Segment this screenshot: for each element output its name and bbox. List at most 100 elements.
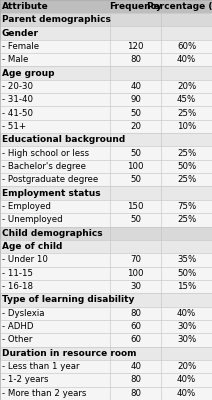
Text: 30: 30 <box>130 282 141 291</box>
Text: 30%: 30% <box>177 336 196 344</box>
Bar <box>0 120 212 133</box>
Bar <box>0 160 212 173</box>
Text: 40%: 40% <box>177 55 196 64</box>
Text: - ADHD: - ADHD <box>2 322 33 331</box>
Text: - High school or less: - High school or less <box>2 149 89 158</box>
Bar <box>0 173 212 186</box>
Text: 35%: 35% <box>177 255 196 264</box>
Bar <box>110 0 161 13</box>
Text: 20: 20 <box>130 122 141 131</box>
Bar <box>0 66 212 80</box>
Text: 60: 60 <box>130 336 141 344</box>
Text: 80: 80 <box>130 376 141 384</box>
Text: Educational background: Educational background <box>2 135 125 144</box>
Text: 45%: 45% <box>177 95 196 104</box>
Text: - Dyslexia: - Dyslexia <box>2 309 45 318</box>
Text: - Other: - Other <box>2 336 32 344</box>
Text: 50%: 50% <box>177 162 196 171</box>
Text: 40%: 40% <box>177 376 196 384</box>
Text: 80: 80 <box>130 55 141 64</box>
Bar <box>0 133 212 146</box>
Text: - Male: - Male <box>2 55 28 64</box>
Text: 50: 50 <box>130 215 141 224</box>
Text: - Under 10: - Under 10 <box>2 255 48 264</box>
Text: 90: 90 <box>130 95 141 104</box>
Text: - 31-40: - 31-40 <box>2 95 33 104</box>
Bar <box>0 53 212 66</box>
Text: - 41-50: - 41-50 <box>2 108 33 118</box>
Text: - 20-30: - 20-30 <box>2 82 33 91</box>
Text: - Employed: - Employed <box>2 202 51 211</box>
Text: 100: 100 <box>127 269 144 278</box>
Bar <box>0 320 212 333</box>
Text: 100: 100 <box>127 162 144 171</box>
Text: Percentage (%): Percentage (%) <box>147 2 212 11</box>
Bar <box>0 106 212 120</box>
Bar <box>0 360 212 373</box>
Text: 50: 50 <box>130 175 141 184</box>
Text: 20%: 20% <box>177 82 196 91</box>
Bar <box>0 186 212 200</box>
Text: 40: 40 <box>130 362 141 371</box>
Bar <box>0 266 212 280</box>
Bar <box>0 226 212 240</box>
Text: 120: 120 <box>127 42 144 51</box>
Text: 15%: 15% <box>177 282 196 291</box>
Text: - Postgraduate degree: - Postgraduate degree <box>2 175 98 184</box>
Text: 10%: 10% <box>177 122 196 131</box>
Bar <box>0 333 212 347</box>
Text: Age group: Age group <box>2 68 54 78</box>
Bar <box>0 40 212 53</box>
Text: Type of learning disability: Type of learning disability <box>2 296 134 304</box>
Bar <box>0 373 212 387</box>
Text: 60: 60 <box>130 322 141 331</box>
Text: Age of child: Age of child <box>2 242 62 251</box>
Text: Gender: Gender <box>2 28 39 38</box>
Text: 40%: 40% <box>177 309 196 318</box>
Bar <box>0 240 212 253</box>
Text: Frequency: Frequency <box>109 2 162 11</box>
Bar <box>0 347 212 360</box>
Text: 80: 80 <box>130 389 141 398</box>
Text: 30%: 30% <box>177 322 196 331</box>
Bar <box>0 293 212 306</box>
Text: - 16-18: - 16-18 <box>2 282 33 291</box>
Text: 25%: 25% <box>177 175 196 184</box>
Text: Child demographics: Child demographics <box>2 229 103 238</box>
Text: - 51+: - 51+ <box>2 122 26 131</box>
Text: Employment status: Employment status <box>2 189 101 198</box>
Text: 75%: 75% <box>177 202 196 211</box>
Bar <box>0 146 212 160</box>
Text: 40%: 40% <box>177 389 196 398</box>
Text: 50: 50 <box>130 149 141 158</box>
Text: - 11-15: - 11-15 <box>2 269 33 278</box>
Text: - More than 2 years: - More than 2 years <box>2 389 86 398</box>
Text: 50: 50 <box>130 108 141 118</box>
Text: - Less than 1 year: - Less than 1 year <box>2 362 80 371</box>
Bar <box>161 0 212 13</box>
Text: 40: 40 <box>130 82 141 91</box>
Bar <box>0 0 110 13</box>
Text: Attribute: Attribute <box>2 2 49 11</box>
Bar <box>0 280 212 293</box>
Bar <box>0 26 212 40</box>
Text: 25%: 25% <box>177 149 196 158</box>
Text: 80: 80 <box>130 309 141 318</box>
Text: Parent demographics: Parent demographics <box>2 15 111 24</box>
Text: - Bachelor's degree: - Bachelor's degree <box>2 162 86 171</box>
Bar <box>0 200 212 213</box>
Bar <box>0 387 212 400</box>
Bar <box>0 253 212 266</box>
Text: 25%: 25% <box>177 108 196 118</box>
Text: - Female: - Female <box>2 42 39 51</box>
Text: 70: 70 <box>130 255 141 264</box>
Text: 150: 150 <box>127 202 144 211</box>
Bar <box>0 213 212 226</box>
Bar <box>0 93 212 106</box>
Bar <box>0 13 212 26</box>
Bar <box>0 306 212 320</box>
Text: 50%: 50% <box>177 269 196 278</box>
Text: 20%: 20% <box>177 362 196 371</box>
Text: 25%: 25% <box>177 215 196 224</box>
Text: - Unemployed: - Unemployed <box>2 215 63 224</box>
